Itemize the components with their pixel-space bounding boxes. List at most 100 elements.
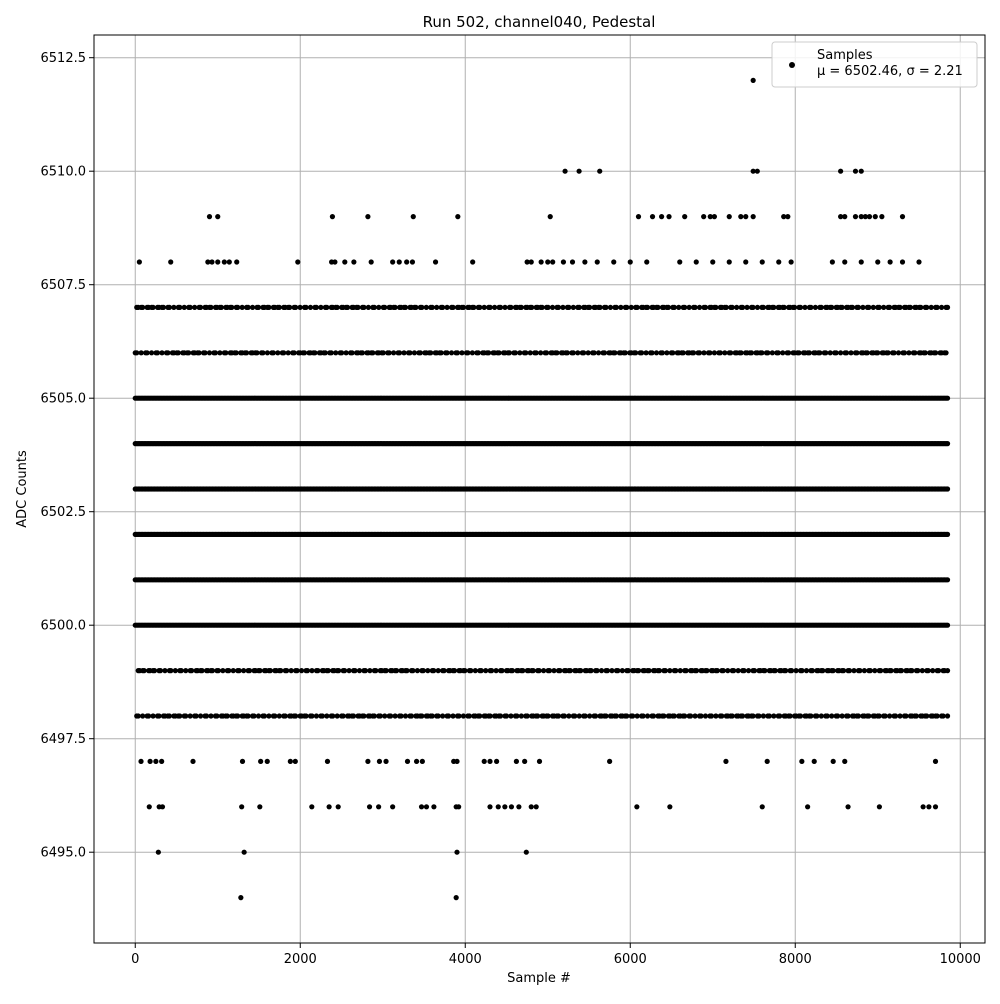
data-point — [159, 758, 165, 765]
data-point — [729, 304, 735, 310]
data-point — [564, 350, 570, 356]
data-point — [487, 804, 493, 810]
data-point — [165, 350, 171, 356]
data-point — [855, 304, 862, 310]
data-point — [839, 304, 845, 310]
data-point — [404, 259, 410, 265]
data-point — [239, 804, 245, 810]
data-point — [373, 668, 379, 674]
data-point — [748, 350, 755, 356]
data-point — [226, 259, 232, 265]
data-point — [785, 214, 791, 220]
data-point — [887, 259, 893, 265]
data-point — [875, 350, 881, 356]
data-point — [328, 350, 334, 356]
data-point — [431, 804, 437, 810]
data-point — [383, 758, 389, 765]
data-point — [692, 713, 698, 719]
data-point — [285, 350, 291, 356]
data-point — [329, 214, 336, 220]
data-point — [549, 304, 556, 310]
data-point — [177, 304, 183, 310]
data-point — [297, 304, 303, 310]
data-point — [762, 668, 768, 674]
data-point — [523, 350, 529, 356]
data-point — [729, 713, 735, 719]
data-point — [234, 259, 240, 265]
data-point — [735, 668, 741, 674]
data-point — [607, 758, 613, 765]
data-point — [275, 350, 281, 356]
data-point — [576, 713, 582, 719]
data-point — [581, 350, 587, 356]
data-point — [769, 350, 775, 356]
data-point — [147, 758, 153, 765]
data-point — [429, 713, 435, 719]
data-point — [560, 259, 567, 265]
data-point — [760, 713, 767, 719]
data-point — [419, 304, 425, 310]
data-point — [187, 304, 193, 310]
data-point — [332, 259, 338, 265]
data-point — [303, 304, 309, 310]
data-point — [765, 350, 771, 356]
data-point — [928, 304, 934, 310]
data-point — [483, 668, 489, 674]
data-point — [756, 713, 762, 719]
data-point — [287, 304, 293, 310]
data-point — [492, 304, 498, 310]
data-point — [440, 713, 446, 719]
data-point — [241, 668, 247, 674]
data-point — [472, 668, 478, 674]
data-point — [916, 259, 922, 265]
data-point — [909, 668, 915, 674]
data-point — [352, 668, 358, 674]
data-point — [489, 668, 495, 674]
data-point — [396, 350, 403, 356]
data-point — [523, 849, 529, 855]
data-point — [898, 668, 905, 674]
data-point — [293, 713, 299, 719]
data-point — [224, 713, 230, 719]
data-point — [450, 304, 456, 310]
data-point — [796, 350, 802, 356]
data-point — [903, 713, 909, 719]
y-tick-label: 6507.5 — [41, 278, 87, 293]
data-point — [799, 758, 805, 765]
data-point — [356, 668, 363, 674]
data-point — [278, 668, 284, 674]
data-point — [466, 713, 472, 719]
data-point — [264, 350, 271, 356]
data-point — [398, 713, 404, 719]
data-point — [575, 350, 581, 356]
data-point — [618, 304, 624, 310]
data-point — [722, 350, 728, 356]
data-point — [209, 668, 216, 674]
data-point — [824, 713, 830, 719]
data-point — [786, 350, 792, 356]
data-point — [135, 713, 141, 719]
data-point — [178, 668, 184, 674]
data-point — [840, 668, 847, 674]
data-point — [670, 350, 676, 356]
data-point — [229, 304, 235, 310]
data-point — [388, 713, 394, 719]
data-point — [603, 713, 609, 719]
y-axis-label: ADC Counts — [15, 450, 30, 528]
data-point — [303, 713, 309, 719]
data-point — [245, 713, 251, 719]
data-point — [404, 668, 410, 674]
data-point — [872, 214, 878, 220]
data-point — [469, 350, 475, 356]
data-point — [366, 804, 373, 810]
data-point — [226, 668, 232, 674]
data-point — [342, 668, 348, 674]
data-point — [696, 304, 703, 310]
data-point — [740, 713, 746, 719]
data-point — [454, 849, 460, 855]
data-point — [858, 259, 864, 265]
data-point — [460, 713, 467, 719]
x-tick-label: 10000 — [940, 952, 981, 967]
data-point — [682, 304, 688, 310]
data-point — [744, 304, 750, 310]
